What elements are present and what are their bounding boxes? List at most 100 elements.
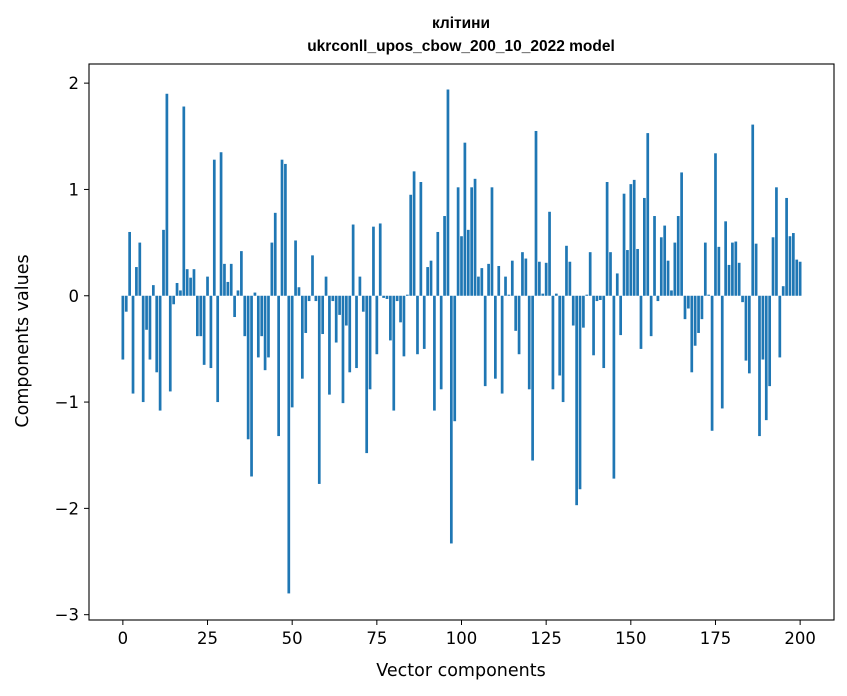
bar-51 [294,240,297,296]
bar-90 [426,267,429,296]
bar-173 [707,294,711,296]
y-tick-label: 0 [69,287,80,306]
bar-113 [504,276,507,296]
bar-53 [300,295,304,379]
bar-129 [558,295,562,376]
bar-54 [304,295,308,333]
bar-41 [260,295,264,337]
bar-27 [212,159,216,296]
bar-64 [338,295,341,315]
bar-25 [206,276,209,296]
bar-84 [405,294,409,296]
bar-62 [331,295,335,302]
bar-134 [575,295,578,506]
plot-frame [88,63,835,621]
bar-192 [771,237,775,296]
bar-95 [443,216,446,296]
bar-144 [609,252,612,296]
bar-104 [473,178,477,296]
bar-168 [690,295,694,373]
bar-159 [659,237,663,296]
x-axis-ticks: 0 25 50 75 100 125 150 175 200 [118,620,816,648]
bar-152 [636,248,639,296]
bar-191 [768,295,772,387]
bar-75 [375,295,379,355]
y-tick-label: −1 [55,393,79,412]
bar-178 [724,221,727,296]
bar-117 [517,295,521,355]
y-axis-ticks: 2 1 0 −1 −2 −3 [55,74,89,625]
bar-170 [697,295,700,333]
bar-111 [497,265,501,296]
bar-34 [236,290,240,296]
bar-72 [365,295,369,454]
bar-81 [395,295,399,302]
bar-83 [402,295,406,357]
chart-title-line1: клітини [432,15,490,32]
bar-46 [277,295,280,437]
bar-44 [270,242,274,296]
bar-198 [792,233,795,296]
bar-150 [629,184,633,296]
bar-114 [507,294,511,296]
bar-14 [168,295,172,392]
bar-86 [412,171,416,296]
bar-148 [622,193,626,296]
bar-135 [578,295,582,490]
bar-97 [449,295,453,544]
bar-175 [714,153,717,296]
bar-156 [649,295,653,337]
bar-71 [361,295,365,312]
bar-200 [798,261,802,296]
bar-56 [311,255,314,296]
bar-92 [433,295,436,411]
bar-166 [683,295,687,320]
bar-106 [480,268,484,296]
x-tick-label: 150 [615,629,647,648]
bar-190 [764,295,768,421]
bar-74 [372,226,375,296]
bar-13 [165,93,169,296]
bar-133 [571,295,575,326]
bar-20 [189,277,192,296]
bar-149 [626,250,629,296]
bar-146 [615,273,619,296]
bar-164 [676,216,680,296]
bar-22 [196,295,199,337]
bar-119 [524,258,528,296]
bar-42 [263,295,267,371]
bar-188 [758,295,761,437]
bar-160 [663,225,667,296]
bar-138 [588,252,592,296]
bar-182 [737,262,741,296]
bar-77 [382,295,385,298]
bar-43 [267,295,270,358]
bar-55 [307,295,311,302]
bar-18 [182,106,186,296]
bar-130 [561,295,565,403]
bar-47 [280,159,284,296]
bar-82 [399,295,402,323]
bar-184 [744,295,748,361]
bar-171 [700,295,704,320]
bar-174 [710,295,714,431]
bar-115 [510,260,514,296]
bar-35 [240,251,243,296]
bar-161 [666,260,670,296]
bar-28 [216,295,220,403]
bar-99 [456,187,460,296]
bar-30 [223,263,226,296]
bar-66 [345,295,348,326]
x-tick-label: 75 [366,629,387,648]
bar-181 [734,241,738,296]
bar-6 [141,295,145,403]
bar-50 [290,295,294,408]
bar-112 [500,295,504,394]
bar-36 [243,295,247,337]
bar-3 [131,295,135,394]
bar-109 [490,187,494,296]
bar-118 [521,252,524,296]
bar-126 [548,211,551,296]
bar-17 [179,290,182,296]
